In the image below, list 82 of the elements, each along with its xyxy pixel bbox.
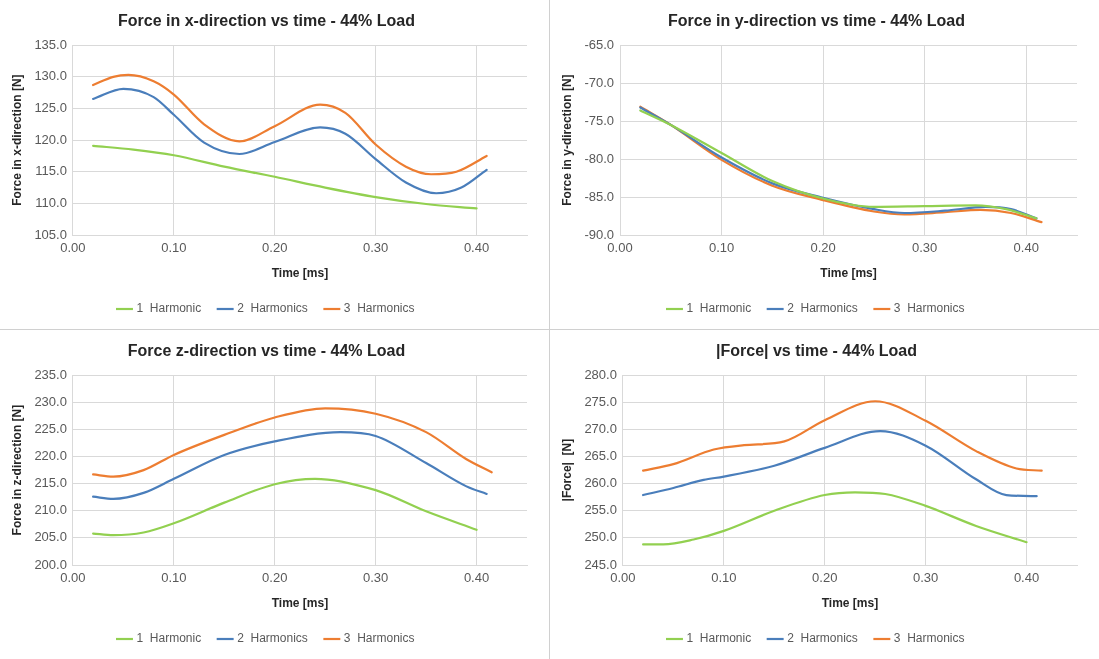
y-axis-title: Force in x-direction [N]: [9, 74, 24, 206]
x-tick-label: 0.30: [912, 240, 938, 256]
x-axis-title: Time [ms]: [820, 266, 877, 281]
y-tick-label: 280.0: [584, 366, 617, 382]
y-tick-label: 250.0: [584, 529, 617, 545]
y-tick-label: 115.0: [35, 163, 67, 179]
y-tick-label: -85.0: [584, 188, 615, 204]
y-tick-label: 245.0: [584, 556, 617, 572]
y-tick-label: 275.0: [584, 393, 617, 409]
y-tick-label: 125.0: [34, 100, 67, 116]
x-tick-label: 0.40: [1013, 240, 1039, 256]
y-tick-label: 235.0: [34, 366, 67, 382]
line-series: [642, 491, 1028, 546]
x-tick-label: 0.10: [161, 570, 187, 586]
y-axis-title: Force in z-direction [N]: [9, 404, 24, 536]
legend-label: 1 Harmonic: [686, 631, 752, 646]
line-series: [642, 400, 1043, 472]
y-tick-label: -80.0: [584, 150, 615, 166]
x-tick-label: 0.00: [607, 240, 633, 256]
y-axis-title: |Force| [N]: [559, 438, 574, 502]
x-tick-label: 0.30: [912, 570, 939, 586]
y-tick-label: 210.0: [34, 502, 67, 518]
legend-label: 1 Harmonic: [136, 301, 202, 316]
chart-title: |Force| vs time - 44% Load: [715, 342, 918, 360]
x-tick-label: 0.30: [362, 570, 389, 586]
y-tick-label: -70.0: [584, 74, 615, 90]
x-tick-label: 0.00: [610, 570, 636, 586]
y-tick-label: 205.0: [34, 529, 67, 545]
x-tick-label: 0.40: [463, 240, 490, 256]
y-tick-label: 255.0: [584, 502, 617, 518]
y-tick-label: 265.0: [584, 448, 617, 464]
chart-title: Force in y-direction vs time - 44% Load: [668, 12, 965, 30]
x-tick-label: 0.20: [262, 240, 288, 256]
line-series: [92, 407, 493, 478]
x-axis-title: Time [ms]: [821, 596, 879, 611]
x-tick-label: 0.10: [161, 240, 187, 256]
legend-label: 2 Harmonics: [787, 301, 858, 316]
y-tick-label: 230.0: [34, 393, 67, 409]
y-tick-label: -90.0: [584, 226, 615, 242]
line-series: [92, 144, 478, 210]
line-series: [92, 431, 488, 500]
legend-label: 3 Harmonics: [893, 631, 965, 646]
x-tick-label: 0.00: [60, 240, 86, 256]
y-axis-title: Force in y-direction [N]: [559, 74, 574, 206]
x-tick-label: 0.20: [262, 570, 288, 586]
x-tick-label: 0.40: [1013, 570, 1040, 586]
x-tick-label: 0.10: [711, 570, 737, 586]
legend-label: 1 Harmonic: [686, 301, 752, 316]
legend-label: 1 Harmonic: [136, 631, 202, 646]
y-tick-label: 120.0: [34, 131, 67, 147]
line-series: [642, 429, 1038, 498]
x-tick-label: 0.20: [812, 570, 838, 586]
x-tick-label: 0.00: [60, 570, 86, 586]
y-tick-label: 105.0: [34, 226, 67, 242]
y-tick-label: 220.0: [34, 448, 67, 464]
line-series: [92, 477, 478, 537]
y-tick-label: 130.0: [34, 68, 67, 84]
y-tick-label: 225.0: [34, 421, 67, 437]
line-series: [92, 87, 488, 195]
y-tick-label: 270.0: [584, 421, 617, 437]
x-tick-label: 0.30: [362, 240, 389, 256]
x-tick-label: 0.20: [810, 240, 836, 256]
y-tick-label: 200.0: [34, 556, 67, 572]
legend-label: 3 Harmonics: [343, 631, 415, 646]
y-tick-label: 215.0: [34, 475, 67, 491]
chart-title: Force z-direction vs time - 44% Load: [127, 342, 406, 360]
x-tick-label: 0.40: [463, 570, 490, 586]
y-tick-label: -65.0: [584, 36, 615, 52]
x-axis-title: Time [ms]: [271, 266, 329, 281]
x-axis-title: Time [ms]: [271, 596, 329, 611]
legend-label: 3 Harmonics: [893, 301, 965, 316]
legend-label: 3 Harmonics: [343, 301, 415, 316]
y-tick-label: -75.0: [584, 112, 615, 128]
legend-label: 2 Harmonics: [237, 301, 308, 316]
y-tick-label: 260.0: [584, 475, 617, 491]
y-tick-label: 135.0: [34, 36, 67, 52]
line-series: [92, 73, 488, 176]
y-tick-label: 110.0: [35, 194, 67, 210]
x-tick-label: 0.10: [708, 240, 735, 256]
chart-title: Force in x-direction vs time - 44% Load: [118, 12, 415, 30]
legend-label: 2 Harmonics: [787, 631, 858, 646]
legend-label: 2 Harmonics: [237, 631, 308, 646]
